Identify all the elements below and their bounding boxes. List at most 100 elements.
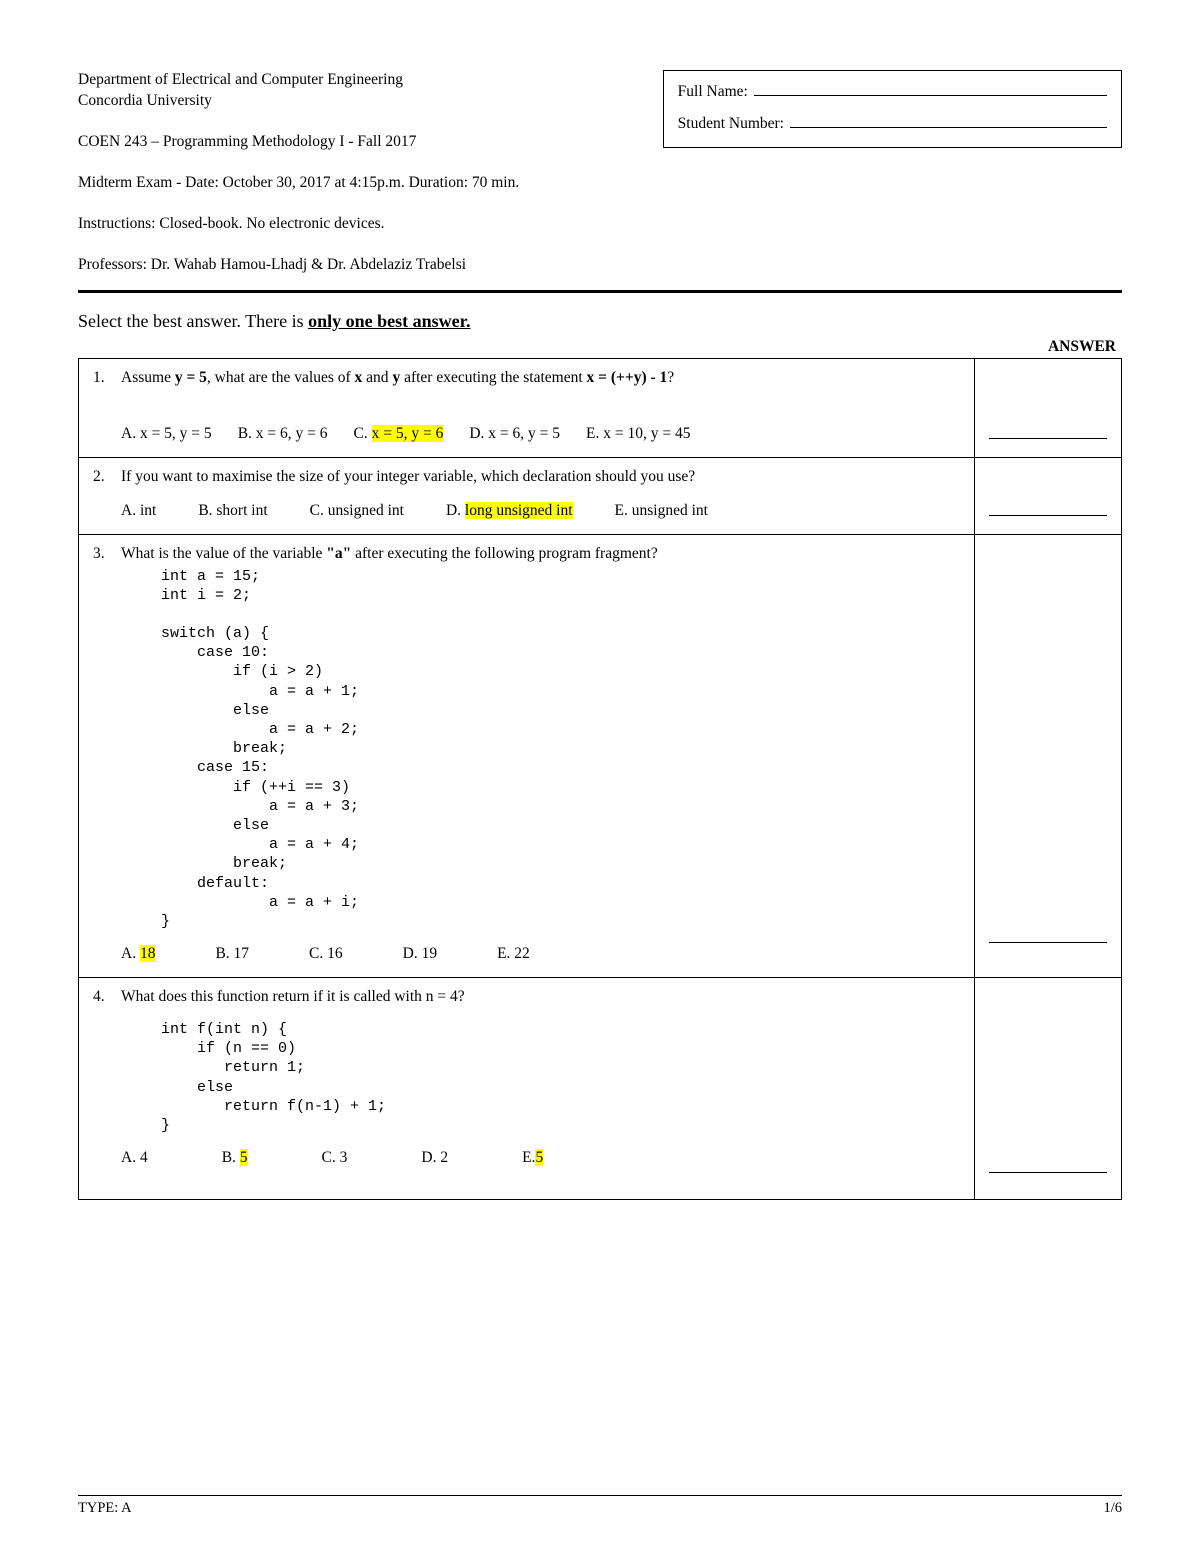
q1-t5: and [362, 369, 392, 386]
q3-choices: A. 18 B. 17 C. 16 D. 19 E. 22 [121, 945, 960, 963]
q1-body: Assume y = 5, what are the values of x a… [121, 369, 960, 443]
q2-row: 2. If you want to maximise the size of y… [79, 457, 1122, 534]
studno-blank[interactable] [790, 127, 1107, 128]
instruction-ul: only one best answer. [308, 311, 470, 331]
q4-prompt: What does this function return if it is … [121, 988, 960, 1006]
q2-b: B. short int [198, 502, 267, 520]
q3-p2: "a" [326, 545, 351, 562]
q1-answer[interactable] [975, 358, 1122, 457]
q3-answer[interactable] [975, 534, 1122, 978]
q4-b: B. 5 [222, 1149, 248, 1167]
q2-c: C. unsigned int [310, 502, 404, 520]
q1-t9: ? [667, 369, 674, 386]
q1-d: D. x = 6, y = 5 [469, 425, 560, 443]
footer: TYPE: A 1/6 [78, 1495, 1122, 1517]
q1-blank [989, 438, 1107, 439]
q4-choices: A. 4 B. 5 C. 3 D. 2 E.5 [121, 1149, 960, 1167]
instruction-pre: Select the best answer. There is [78, 311, 308, 331]
q3-cell: 3. What is the value of the variable "a"… [79, 534, 975, 978]
exam-info: Midterm Exam - Date: October 30, 2017 at… [78, 173, 642, 194]
q4-num: 4. [93, 988, 121, 1185]
dept-block: Department of Electrical and Computer En… [78, 70, 642, 112]
q2-d-pre: D. [446, 502, 465, 519]
q4-a: A. 4 [121, 1149, 148, 1167]
q2-body: If you want to maximise the size of your… [121, 468, 960, 520]
studno-label: Student Number: [678, 115, 784, 133]
page: Department of Electrical and Computer En… [0, 0, 1200, 1553]
q2-a: A. int [121, 502, 156, 520]
dept: Department of Electrical and Computer En… [78, 71, 403, 88]
q1-a: A. x = 5, y = 5 [121, 425, 212, 443]
studno-line: Student Number: [678, 115, 1107, 133]
q4-e-pre: E. [522, 1149, 535, 1166]
q1-t2: y = 5 [175, 369, 207, 386]
q1-num: 1. [93, 369, 121, 443]
q1-t8: x = (++y) - 1 [587, 369, 668, 386]
q1-choices: A. x = 5, y = 5 B. x = 6, y = 6 C. x = 5… [121, 425, 960, 443]
q2-num: 2. [93, 468, 121, 520]
q2-d: D. long unsigned int [446, 502, 573, 520]
q3-row: 3. What is the value of the variable "a"… [79, 534, 1122, 978]
q2-blank [989, 515, 1107, 516]
q1-c: C. x = 5, y = 6 [354, 425, 444, 443]
q4-blank [989, 1172, 1107, 1173]
fullname-label: Full Name: [678, 83, 748, 101]
q1-c-pre: C. [354, 425, 372, 442]
header-left: Department of Electrical and Computer En… [78, 70, 642, 284]
select-instruction: Select the best answer. There is only on… [78, 311, 1122, 332]
q1-c-hl: x = 5, y = 6 [372, 425, 444, 442]
q3-code: int a = 15; int i = 2; switch (a) { case… [161, 567, 960, 932]
q4-e-hl: 5 [535, 1149, 543, 1166]
q2-cell: 2. If you want to maximise the size of y… [79, 457, 975, 534]
q3-p3: after executing the following program fr… [351, 545, 657, 562]
q4-row: 4. What does this function return if it … [79, 978, 1122, 1200]
q3-e: E. 22 [497, 945, 530, 963]
q1-t1: Assume [121, 369, 175, 386]
q4-b-pre: B. [222, 1149, 240, 1166]
q2-e: E. unsigned int [615, 502, 708, 520]
instructions: Instructions: Closed-book. No electronic… [78, 214, 642, 235]
q1-row: 1. Assume y = 5, what are the values of … [79, 358, 1122, 457]
q2-answer[interactable] [975, 457, 1122, 534]
q1-t7: after executing the statement [400, 369, 586, 386]
q3-d: D. 19 [403, 945, 437, 963]
course: COEN 243 – Programming Methodology I - F… [78, 132, 642, 153]
q3-a-hl: 18 [140, 945, 156, 962]
fullname-blank[interactable] [754, 95, 1107, 96]
q3-prompt: What is the value of the variable "a" af… [121, 545, 960, 563]
q1-prompt: Assume y = 5, what are the values of x a… [121, 369, 960, 387]
professors: Professors: Dr. Wahab Hamou-Lhadj & Dr. … [78, 255, 642, 276]
q4-cell: 4. What does this function return if it … [79, 978, 975, 1200]
header: Department of Electrical and Computer En… [78, 70, 1122, 284]
q3-num: 3. [93, 545, 121, 964]
questions-table: 1. Assume y = 5, what are the values of … [78, 358, 1122, 1201]
fullname-line: Full Name: [678, 83, 1107, 101]
q1-b: B. x = 6, y = 6 [238, 425, 328, 443]
footer-type: TYPE: A [78, 1500, 132, 1517]
q4-b-hl: 5 [240, 1149, 248, 1166]
q3-p1: What is the value of the variable [121, 545, 326, 562]
q3-body: What is the value of the variable "a" af… [121, 545, 960, 964]
q3-b: B. 17 [215, 945, 249, 963]
q3-a-pre: A. [121, 945, 140, 962]
q1-e: E. x = 10, y = 45 [586, 425, 690, 443]
q2-d-hl: long unsigned int [465, 502, 573, 519]
q3-c: C. 16 [309, 945, 343, 963]
univ: Concordia University [78, 92, 212, 109]
q4-c: C. 3 [322, 1149, 348, 1167]
header-divider [78, 290, 1122, 293]
answer-header: ANSWER [78, 338, 1116, 356]
name-box: Full Name: Student Number: [663, 70, 1122, 148]
q4-body: What does this function return if it is … [121, 988, 960, 1185]
q1-t3: , what are the values of [207, 369, 355, 386]
q3-a: A. 18 [121, 945, 155, 963]
q2-choices: A. int B. short int C. unsigned int D. l… [121, 502, 960, 520]
q3-blank [989, 942, 1107, 943]
q4-e: E.5 [522, 1149, 543, 1167]
q1-cell: 1. Assume y = 5, what are the values of … [79, 358, 975, 457]
q4-code: int f(int n) { if (n == 0) return 1; els… [161, 1020, 960, 1135]
q4-answer[interactable] [975, 978, 1122, 1200]
q2-prompt: If you want to maximise the size of your… [121, 468, 960, 486]
q4-d: D. 2 [421, 1149, 448, 1167]
footer-page: 1/6 [1103, 1500, 1122, 1517]
